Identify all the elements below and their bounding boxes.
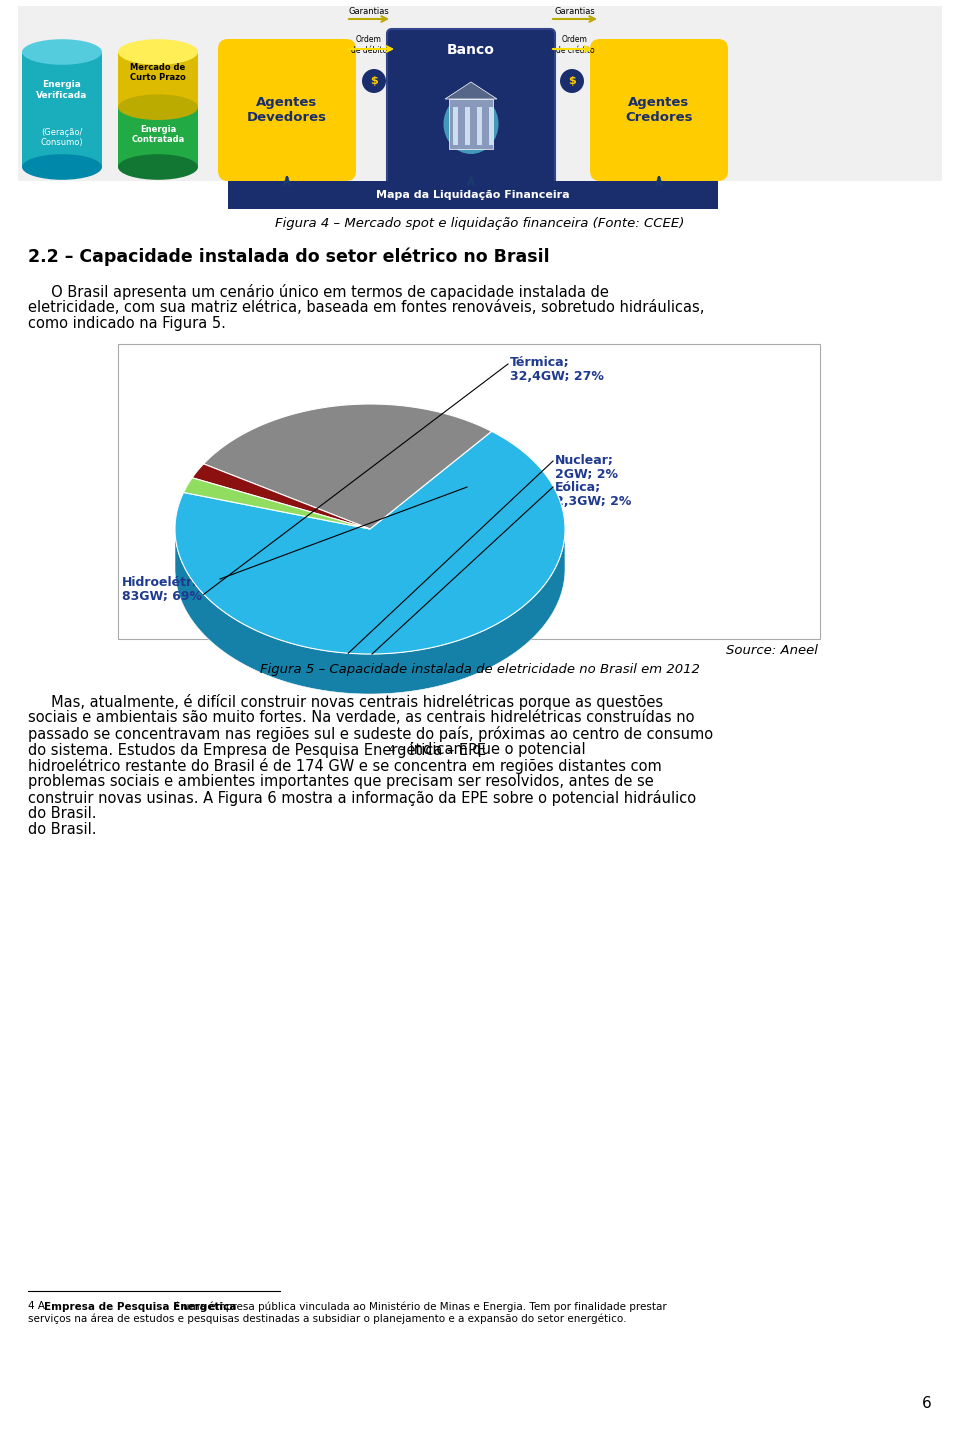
Text: $: $	[371, 76, 378, 86]
Text: Nuclear;: Nuclear;	[555, 453, 613, 468]
Text: hidroelétrico restante do Brasil é de 174 GW e se concentra em regiões distantes: hidroelétrico restante do Brasil é de 17…	[28, 758, 661, 774]
Polygon shape	[192, 463, 370, 530]
FancyBboxPatch shape	[590, 39, 728, 181]
Text: Hidroelétrica;: Hidroelétrica;	[122, 576, 218, 589]
Text: como indicado na Figura 5.: como indicado na Figura 5.	[28, 317, 226, 331]
Text: O Brasil apresenta um cenário único em termos de capacidade instalada de: O Brasil apresenta um cenário único em t…	[28, 283, 609, 299]
Text: 32,4GW; 27%: 32,4GW; 27%	[510, 370, 604, 383]
Text: (Geração/: (Geração/	[41, 128, 83, 137]
Text: $: $	[568, 76, 576, 86]
Text: Figura 4 – Mercado spot e liquidação financeira (Fonte: CCEE): Figura 4 – Mercado spot e liquidação fin…	[276, 217, 684, 230]
Text: 4 A: 4 A	[28, 1301, 48, 1311]
Ellipse shape	[560, 69, 584, 94]
Polygon shape	[175, 432, 565, 653]
Text: Mas, atualmente, é difícil construir novas centrais hidrelétricas porque as ques: Mas, atualmente, é difícil construir nov…	[28, 694, 663, 709]
Text: Mercado de
Curto Prazo: Mercado de Curto Prazo	[131, 63, 186, 82]
Text: - indicam que o potencial: - indicam que o potencial	[396, 743, 586, 757]
Text: Mapa da Liquidação Financeira: Mapa da Liquidação Financeira	[376, 190, 570, 200]
Bar	[449, 99, 493, 150]
Text: Térmica;: Térmica;	[510, 355, 569, 368]
Ellipse shape	[22, 39, 102, 65]
Text: Garantias: Garantias	[348, 7, 390, 16]
Text: do Brasil.: do Brasil.	[28, 806, 97, 822]
Text: problemas sociais e ambientes importantes que precisam ser resolvidos, antes de : problemas sociais e ambientes importante…	[28, 774, 654, 789]
FancyBboxPatch shape	[218, 39, 356, 181]
Text: 2,3GW; 2%: 2,3GW; 2%	[555, 495, 632, 508]
Text: é uma empresa pública vinculada ao Ministério de Minas e Energia. Tem por finali: é uma empresa pública vinculada ao Minis…	[170, 1301, 666, 1311]
Text: Energia: Energia	[42, 79, 82, 89]
Ellipse shape	[362, 69, 386, 94]
FancyBboxPatch shape	[387, 29, 555, 189]
Text: Ordem: Ordem	[562, 35, 588, 45]
Text: 4: 4	[388, 745, 395, 755]
Text: Figura 5 – Capacidade instalada de eletricidade no Brasil em 2012: Figura 5 – Capacidade instalada de eletr…	[260, 663, 700, 676]
Text: Verificada: Verificada	[36, 91, 87, 99]
Bar	[18, 6, 942, 181]
Bar	[465, 106, 470, 145]
Ellipse shape	[118, 154, 198, 180]
Bar	[453, 106, 458, 145]
Bar	[489, 106, 494, 145]
Text: 6: 6	[923, 1396, 932, 1412]
Text: 2GW; 2%: 2GW; 2%	[555, 468, 618, 481]
Text: Ordem: Ordem	[356, 35, 382, 45]
Text: passado se concentravam nas regiões sul e sudeste do país, próximas ao centro de: passado se concentravam nas regiões sul …	[28, 727, 713, 743]
Bar	[118, 52, 198, 106]
Bar	[118, 106, 198, 167]
Text: Garantias: Garantias	[555, 7, 595, 16]
Text: Eólica;: Eólica;	[555, 481, 601, 494]
Text: de débito: de débito	[350, 46, 387, 55]
Text: serviços na área de estudos e pesquisas destinadas a subsidiar o planejamento e : serviços na área de estudos e pesquisas …	[28, 1312, 627, 1324]
Text: Energia
Contratada: Energia Contratada	[132, 125, 184, 144]
Text: 83GW; 69%: 83GW; 69%	[122, 590, 202, 603]
Bar	[228, 181, 718, 209]
Polygon shape	[183, 478, 370, 530]
Bar	[22, 52, 102, 167]
Bar	[118, 344, 820, 639]
Polygon shape	[175, 528, 565, 694]
Text: Consumo): Consumo)	[40, 138, 84, 147]
Text: Banco: Banco	[447, 43, 495, 58]
Text: Agentes
Devedores: Agentes Devedores	[247, 96, 327, 124]
Text: 2.2 – Capacidade instalada do setor elétrico no Brasil: 2.2 – Capacidade instalada do setor elét…	[28, 248, 550, 266]
Text: Source: Aneel: Source: Aneel	[726, 645, 818, 658]
Text: Agentes
Credores: Agentes Credores	[625, 96, 693, 124]
Ellipse shape	[118, 39, 198, 65]
Text: sociais e ambientais são muito fortes. Na verdade, as centrais hidrelétricas con: sociais e ambientais são muito fortes. N…	[28, 709, 694, 725]
Polygon shape	[204, 404, 492, 530]
Ellipse shape	[22, 154, 102, 180]
Text: construir novas usinas. A Figura 6 mostra a informação da EPE sobre o potencial : construir novas usinas. A Figura 6 mostr…	[28, 790, 696, 806]
Ellipse shape	[118, 95, 198, 119]
Ellipse shape	[444, 94, 498, 154]
Text: do sistema. Estudos da Empresa de Pesquisa Energética – EPE: do sistema. Estudos da Empresa de Pesqui…	[28, 743, 486, 758]
Text: eletricidade, com sua matriz elétrica, baseada em fontes renováveis, sobretudo h: eletricidade, com sua matriz elétrica, b…	[28, 299, 705, 315]
Text: do Brasil.: do Brasil.	[28, 822, 97, 837]
Text: de crédito: de crédito	[556, 46, 594, 55]
Text: Empresa de Pesquisa Energética: Empresa de Pesquisa Energética	[43, 1301, 236, 1311]
Polygon shape	[445, 82, 497, 99]
Bar	[477, 106, 482, 145]
